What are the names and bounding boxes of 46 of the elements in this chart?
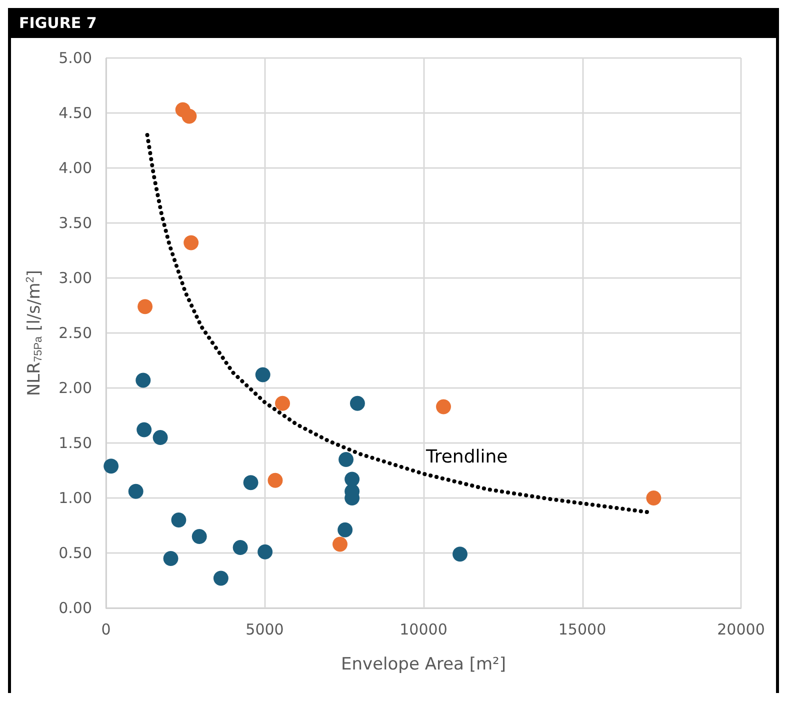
y-tick-label: 2.00	[58, 379, 92, 397]
point	[128, 484, 144, 499]
point	[243, 475, 258, 490]
chart-title: FIGURE 7	[11, 8, 776, 38]
y-tick-label: 1.50	[58, 434, 92, 452]
point	[192, 529, 207, 544]
y-tick-label: 3.00	[58, 269, 92, 287]
y-tick-label: 0.50	[58, 544, 92, 562]
y-tick-label: 1.00	[58, 489, 92, 507]
point	[163, 551, 178, 566]
x-tick-label: 0	[101, 620, 111, 638]
point	[152, 430, 168, 445]
y-tick-label: 0.00	[58, 599, 92, 617]
point	[136, 372, 151, 388]
point	[171, 512, 186, 528]
point	[436, 399, 452, 414]
point	[268, 472, 283, 488]
point	[258, 544, 273, 560]
point	[104, 458, 119, 474]
y-tick-label: 3.50	[58, 214, 92, 232]
line-series	[145, 133, 651, 514]
point	[338, 522, 353, 538]
point	[452, 546, 468, 562]
x-tick-label: 5000	[246, 620, 284, 638]
point	[182, 108, 197, 124]
y-tick-label: 2.50	[58, 324, 92, 342]
y-tick-label: 5.00	[58, 49, 92, 67]
y-tick-label: 4.00	[58, 159, 92, 177]
x-tick-label: 20000	[717, 620, 765, 638]
point	[138, 299, 153, 314]
point	[213, 570, 228, 586]
point	[184, 235, 199, 250]
x-axis-title: Envelope Area [m²]	[341, 654, 506, 674]
x-tick-label: 15000	[558, 620, 606, 638]
point	[136, 422, 152, 438]
point	[338, 452, 354, 467]
annotation: Trendline	[425, 446, 508, 468]
point	[350, 396, 365, 411]
point	[275, 396, 290, 411]
y-axis-title: NLR75Pa [l/s/m2]	[24, 270, 44, 396]
point	[332, 536, 348, 552]
y-tick-label: 4.50	[58, 104, 92, 122]
point	[255, 367, 270, 382]
x-tick-label: 10000	[400, 620, 448, 638]
point	[646, 490, 662, 506]
point	[232, 540, 248, 555]
